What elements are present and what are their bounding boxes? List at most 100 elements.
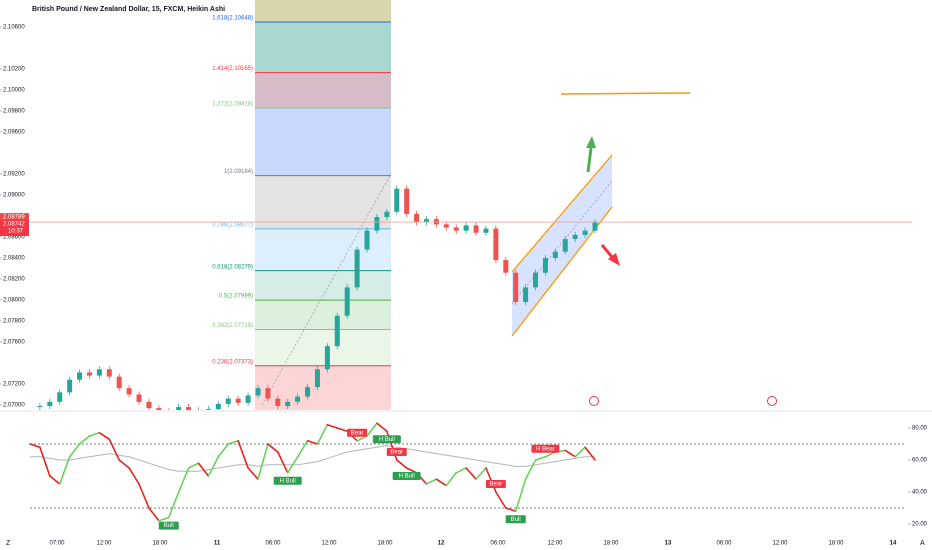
osc-segment xyxy=(98,431,111,441)
osc-segment xyxy=(366,422,378,437)
candle xyxy=(57,392,63,402)
x-tick-label: 06:00 xyxy=(716,541,732,547)
y-tick-label: 40.00 xyxy=(912,490,928,496)
fib-label: 1.618(2.10648) xyxy=(212,16,253,22)
x-tick-label: 12:00 xyxy=(96,541,112,547)
x-tick-label: 12 xyxy=(438,541,445,547)
fib-zone xyxy=(255,228,391,271)
candle xyxy=(67,379,73,393)
auto-scale[interactable]: A xyxy=(920,540,925,547)
fib-label: 1.272(2.09828) xyxy=(212,102,253,108)
candle xyxy=(255,388,261,396)
candle xyxy=(225,398,231,404)
signal-bg xyxy=(273,476,302,485)
candle xyxy=(463,225,469,231)
y-tick-label: 2.08600 xyxy=(3,235,25,241)
y-tick-label: 20.00 xyxy=(912,522,928,528)
y-tick-label: 2.09800 xyxy=(3,109,25,115)
osc-segment xyxy=(227,439,239,445)
candle xyxy=(374,217,380,231)
fib-label: 0.786(2.08677) xyxy=(212,222,253,228)
fib-label: 0.618(2.08279) xyxy=(212,264,253,270)
event-icon[interactable] xyxy=(767,396,777,406)
y-tick-label: 60.00 xyxy=(912,458,928,464)
ma-line xyxy=(30,445,595,472)
candle xyxy=(344,287,350,316)
candle xyxy=(423,219,429,223)
price-label-bg xyxy=(0,220,29,237)
signal-label: Bull xyxy=(164,523,174,529)
x-tick-label: 06:00 xyxy=(265,541,281,547)
candle xyxy=(513,272,519,303)
channel-fill xyxy=(512,155,612,336)
fib-zone xyxy=(255,175,391,229)
fib-label: 1(2.09184) xyxy=(224,169,253,175)
signal-label: H Bull xyxy=(280,478,296,484)
osc-segment xyxy=(395,459,408,469)
y-tick-label: 2.08400 xyxy=(3,256,25,262)
signal-label: Bear xyxy=(390,450,403,456)
signal-bg xyxy=(505,515,526,524)
candle xyxy=(47,401,53,407)
y-tick-label: 2.09000 xyxy=(3,193,25,199)
candle xyxy=(235,398,241,403)
osc-segment xyxy=(247,467,259,481)
osc-segment xyxy=(425,478,438,485)
osc-segment xyxy=(326,423,339,429)
fib-zone xyxy=(255,300,391,330)
osc-segment xyxy=(177,467,190,493)
osc-segment xyxy=(465,467,477,481)
x-tick-label: 12:00 xyxy=(547,541,563,547)
osc-segment xyxy=(564,449,576,458)
y-tick-label: 2.10000 xyxy=(3,88,25,94)
fib-zone xyxy=(255,72,391,109)
countdown: 10:37 xyxy=(8,229,24,235)
candle xyxy=(483,228,489,233)
candle xyxy=(156,408,162,410)
x-tick-label: 12:00 xyxy=(772,541,788,547)
candle xyxy=(414,213,420,223)
candle xyxy=(305,387,311,397)
x-tick-label: 18:00 xyxy=(828,541,844,547)
osc-segment xyxy=(534,455,547,461)
candle xyxy=(354,249,360,288)
candle xyxy=(453,227,459,231)
y-tick-label: 2.10200 xyxy=(3,67,25,73)
candle xyxy=(384,211,390,218)
candle xyxy=(582,230,588,235)
y-tick-label: 2.10600 xyxy=(3,25,25,31)
y-tick-label: 2.07600 xyxy=(3,340,25,346)
candle xyxy=(176,407,182,410)
osc-segment xyxy=(118,459,130,469)
osc-segment xyxy=(306,439,319,445)
candle xyxy=(126,388,132,395)
osc-segment xyxy=(207,455,220,477)
timezone-icon[interactable]: Z xyxy=(6,540,11,547)
x-tick-label: 12:00 xyxy=(321,541,337,547)
event-icon[interactable] xyxy=(589,396,599,406)
candle xyxy=(493,228,499,261)
candle xyxy=(533,272,539,288)
osc-segment xyxy=(267,443,279,453)
arrow-up xyxy=(586,147,593,173)
candle xyxy=(285,401,291,407)
fib-trend xyxy=(261,173,392,406)
x-tick-label: 06:00 xyxy=(490,541,506,547)
candle xyxy=(324,346,330,370)
signal-label: Bull xyxy=(511,517,521,523)
candle xyxy=(146,401,152,409)
y-tick-label: 2.07000 xyxy=(3,403,25,409)
osc-segment xyxy=(78,435,91,445)
candle xyxy=(136,394,142,402)
candle xyxy=(116,376,122,389)
osc-segment xyxy=(108,438,121,461)
fib-label: 0.5(2.07999) xyxy=(219,294,253,300)
candle xyxy=(275,398,281,407)
osc-segment xyxy=(584,446,596,461)
candle xyxy=(443,224,449,228)
candle xyxy=(166,411,171,413)
osc-segment xyxy=(435,478,448,487)
osc-segment xyxy=(88,431,101,437)
y-tick-label: 2.08200 xyxy=(3,277,25,283)
signal-bg xyxy=(158,521,179,530)
